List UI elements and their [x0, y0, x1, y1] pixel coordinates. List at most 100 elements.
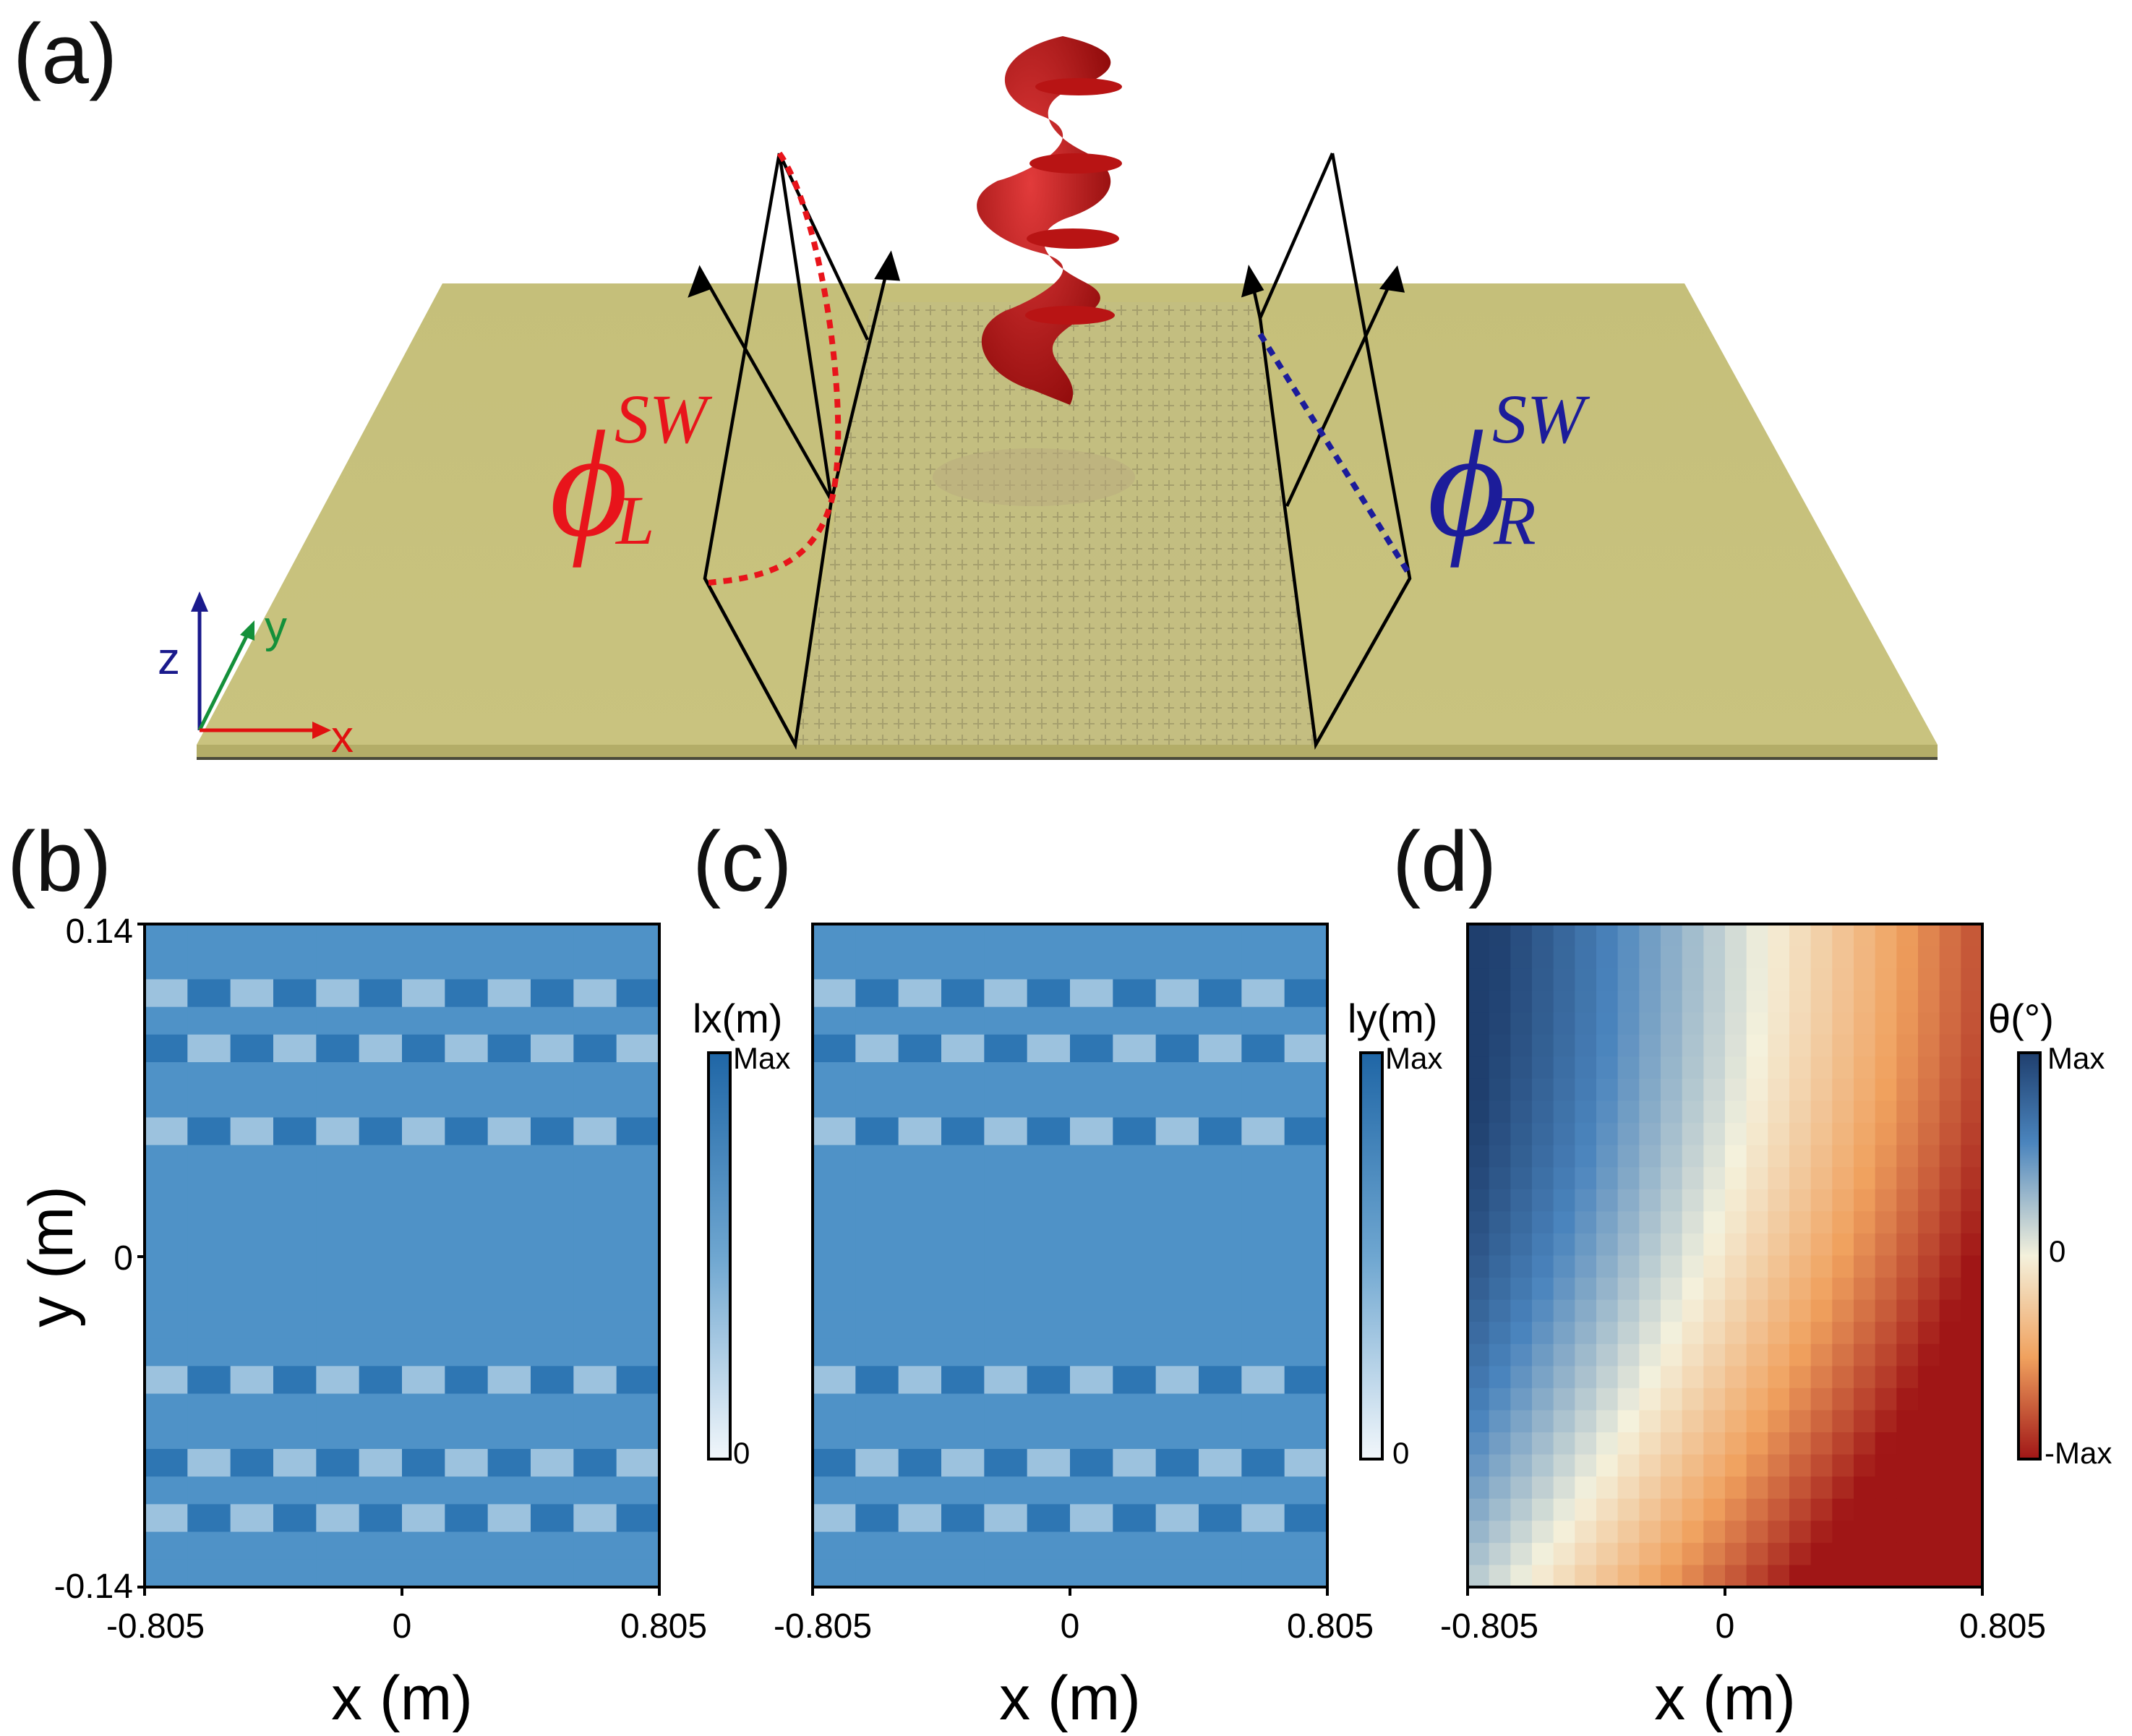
cells-d-cell [1961, 1167, 1983, 1190]
cells-d-cell [1939, 1498, 1961, 1521]
cells-d-cell [1553, 1542, 1575, 1566]
cells-b-cell [487, 1200, 531, 1228]
cells-d-cell [1553, 1255, 1575, 1278]
cells-d-cell [1961, 1100, 1983, 1124]
cells-d-cell [1489, 1343, 1511, 1367]
cells-d-cell [1918, 1387, 1940, 1411]
cells-d-cell [1832, 1167, 1854, 1190]
cells-b-cell [402, 979, 445, 1008]
cells-d-cell [1961, 990, 1983, 1013]
cells-d-cell [1789, 1343, 1812, 1367]
cells-c-cell [1155, 1117, 1199, 1146]
cells-b-cell [230, 1283, 274, 1312]
cells-d-cell [1789, 1432, 1812, 1455]
cells-d-cell [1661, 1211, 1683, 1234]
cells-d-cell [1532, 1542, 1554, 1566]
cells-d-cell [1510, 1542, 1533, 1566]
cells-d-cell [1875, 1255, 1897, 1278]
cells-c-cell [1027, 1062, 1071, 1090]
cells-d-cell [1532, 1410, 1554, 1433]
cells-d-cell [1789, 1565, 1812, 1588]
cells-d-cell [1510, 1521, 1533, 1544]
cells-d-cell [1617, 1100, 1640, 1124]
cells-b-cell [402, 1283, 445, 1312]
cells-d-cell [1918, 990, 1940, 1013]
cells-d-cell [1510, 1387, 1533, 1411]
cells-d-cell [1617, 1123, 1640, 1146]
cells-d-cell [1939, 1387, 1961, 1411]
cells-d-cell [1553, 1211, 1575, 1234]
cells-d-cell [1854, 1542, 1876, 1566]
cells-d-cell [1854, 990, 1876, 1013]
cells-d-cell [1854, 1366, 1876, 1389]
cells-d-cell [1961, 1565, 1983, 1588]
cells-d-cell [1532, 1056, 1554, 1079]
cells-d-cell [1768, 1233, 1790, 1257]
cells-d-cell [1854, 1255, 1876, 1278]
cells-b-cell [230, 1062, 274, 1090]
cells-d-cell [1896, 1278, 1919, 1301]
cells-d-cell [1489, 1410, 1511, 1433]
cells-c-cell [898, 1090, 942, 1119]
cells-d-cell [1854, 1145, 1876, 1168]
cells-b-cell [187, 952, 231, 980]
cells-b-cell [273, 952, 317, 980]
cells-b-cell [187, 1448, 231, 1477]
cells-d-cell [1918, 1343, 1940, 1367]
cells-b-cell [531, 1476, 574, 1505]
cells-d-cell [1639, 1211, 1661, 1234]
cells-c-cell [1155, 1366, 1199, 1395]
cells-d-cell [1682, 1387, 1704, 1411]
cells-d-cell [1617, 968, 1640, 991]
cells-d-cell [1510, 1278, 1533, 1301]
cells-d-cell [1768, 1343, 1790, 1367]
cells-d-cell [1703, 1542, 1726, 1566]
cells-d-cell [1768, 1012, 1790, 1035]
cells-d-cell [1746, 1432, 1768, 1455]
cells-d-cell [1832, 1255, 1854, 1278]
cells-b-cell [187, 1006, 231, 1035]
cells-d-cell [1703, 1410, 1726, 1433]
cells-c-cell [855, 1172, 899, 1201]
cells-d-cell [1617, 1012, 1640, 1035]
cells-d-cell [1596, 924, 1619, 947]
b-xtick-mid: 0 [393, 1607, 412, 1646]
cells-d-cell [1661, 1343, 1683, 1367]
cells-d-cell [1489, 1255, 1511, 1278]
cells-c-cell [855, 1117, 899, 1146]
cells-d-cell [1596, 1521, 1619, 1544]
cells-d-cell [1617, 1343, 1640, 1367]
cells-d-cell [1596, 1454, 1619, 1477]
cells-c-cell [813, 979, 856, 1008]
cells-d-cell [1939, 1410, 1961, 1433]
cells-c-cell [984, 1338, 1028, 1367]
cells-d-cell [1961, 1387, 1983, 1411]
cells-d-cell [1918, 1542, 1940, 1566]
cells-b-cell [145, 1006, 188, 1035]
cells-d-cell [1703, 1189, 1726, 1212]
cells-c-cell [898, 1117, 942, 1146]
cells-d-cell [1489, 1056, 1511, 1079]
cells-d-cell [1832, 1233, 1854, 1257]
cells-d-cell [1510, 1123, 1533, 1146]
cells-d-cell [1596, 1432, 1619, 1455]
cells-d-cell [1810, 1366, 1833, 1389]
cells-d-cell [1532, 1123, 1554, 1146]
cells-d-cell [1468, 1565, 1490, 1588]
cells-d-cell [1875, 1056, 1897, 1079]
cells-c-cell [1027, 1310, 1071, 1339]
cells-c-cell [984, 979, 1028, 1008]
cells-d-cell [1789, 1123, 1812, 1146]
cells-b-cell [273, 1338, 317, 1367]
cells-d-cell [1639, 968, 1661, 991]
c-xlabel: x (m) [999, 1664, 1141, 1733]
cells-d-cell [1789, 1278, 1812, 1301]
cells-d-cell [1703, 1123, 1726, 1146]
cells-b-cell [445, 1421, 489, 1450]
cells-d-cell [1939, 1454, 1961, 1477]
cells-d-cell [1553, 990, 1575, 1013]
cells-b-cell [230, 1090, 274, 1119]
cells-d-cell [1918, 1454, 1940, 1477]
cells-c-cell [1241, 1090, 1285, 1119]
cells-d-cell [1682, 990, 1704, 1013]
